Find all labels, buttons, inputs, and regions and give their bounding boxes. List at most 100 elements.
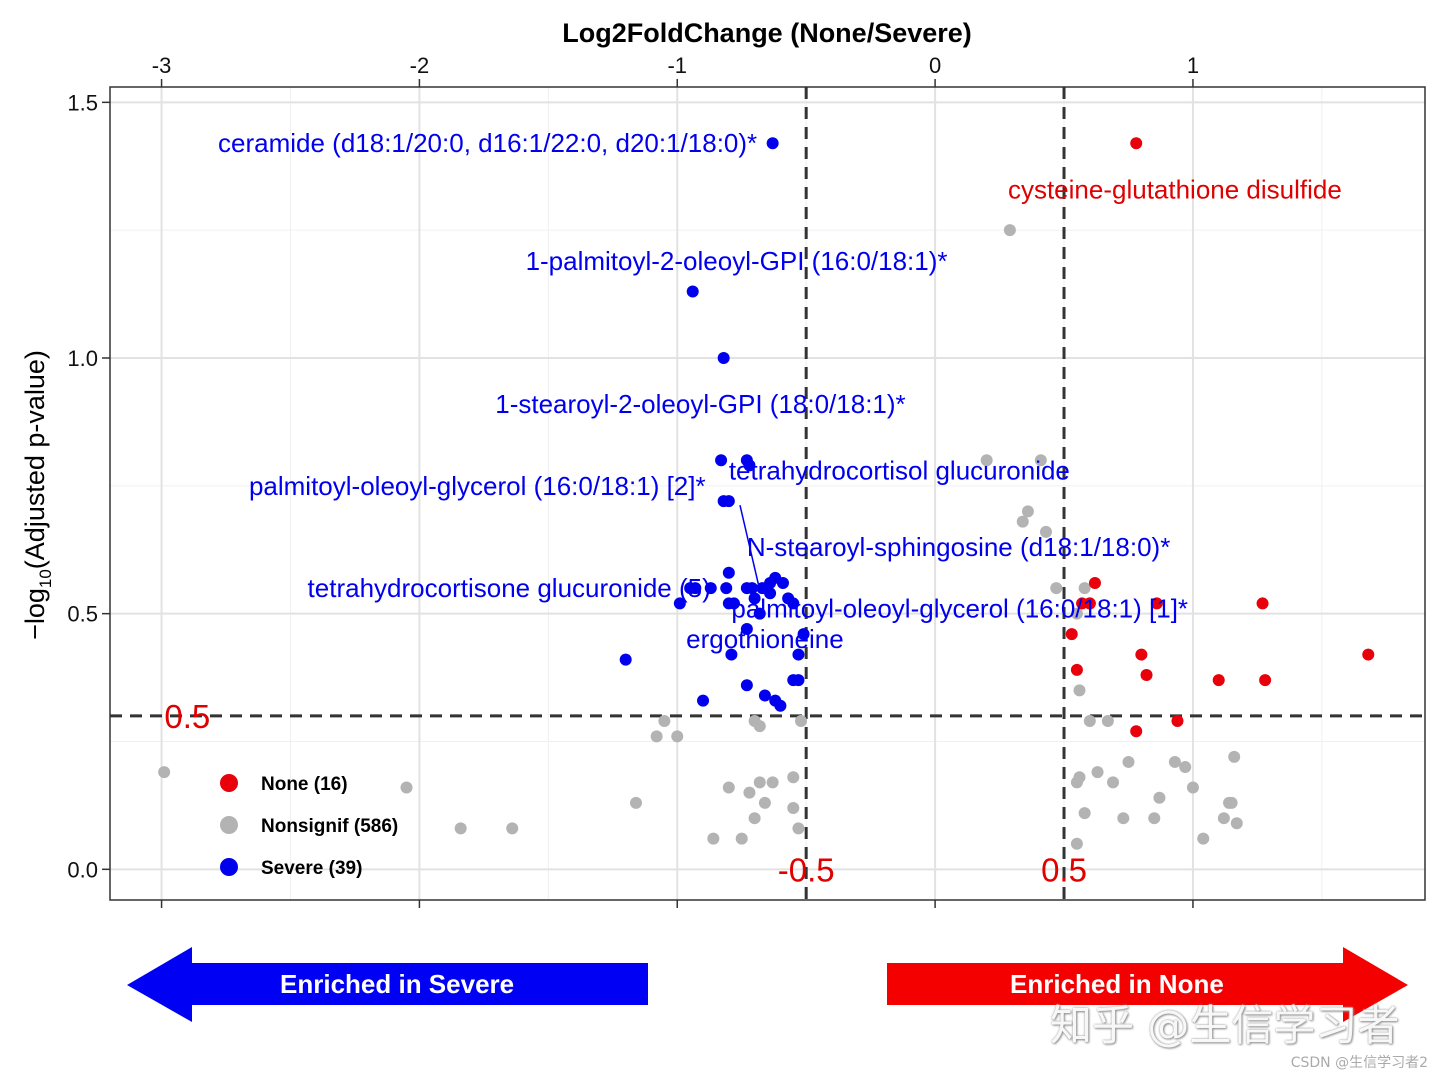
data-point-nonsignif (1050, 582, 1063, 595)
data-points (158, 137, 1375, 850)
data-point-nonsignif (1217, 812, 1230, 825)
data-point-nonsignif (1016, 515, 1029, 528)
data-point-severe (720, 582, 733, 595)
y-axis-title-subscript: 10 (36, 569, 55, 588)
data-point-nonsignif (1034, 454, 1047, 467)
data-point-nonsignif (753, 720, 766, 733)
arrow-enriched-severe (127, 947, 648, 1022)
threshold-label: -0.5 (778, 851, 835, 888)
data-point-nonsignif (1021, 505, 1034, 518)
data-point-nonsignif (1179, 761, 1192, 774)
annotation-label: palmitoyl-oleoyl-glycerol (16:0/18:1) [2… (249, 471, 706, 501)
data-point-nonsignif (707, 832, 720, 845)
data-point-nonsignif (1107, 776, 1120, 789)
data-point-none (1088, 576, 1101, 589)
data-point-severe (715, 454, 728, 467)
data-point-nonsignif (1168, 755, 1181, 768)
legend-marker (220, 858, 238, 876)
data-point-nonsignif (400, 781, 413, 794)
grid-lines (110, 87, 1425, 900)
data-point-severe (740, 623, 753, 635)
data-point-severe (689, 582, 702, 595)
annotation-label: ergothioneine (686, 624, 844, 654)
data-point-none (1171, 715, 1184, 728)
data-point-nonsignif (787, 771, 800, 784)
watermark-csdn: CSDN @生信学习者2 (1290, 1055, 1428, 1071)
data-point-severe (725, 648, 738, 661)
data-point-severe (758, 689, 771, 702)
data-point-severe (722, 566, 735, 579)
point-annotations: ceramide (d18:1/20:0, d16:1/22:0, d20:1/… (218, 128, 1342, 654)
legend-label: Nonsignif (586) (261, 816, 398, 837)
data-point-nonsignif (792, 822, 805, 835)
data-point-nonsignif (671, 730, 684, 743)
x-axis-title: Log2FoldChange (None/Severe) (562, 18, 972, 48)
data-point-none (1259, 674, 1272, 687)
data-point-severe (774, 699, 787, 712)
data-point-severe (769, 571, 782, 584)
data-point-nonsignif (753, 776, 766, 789)
data-point-none (1070, 663, 1083, 676)
legend-marker (220, 774, 238, 792)
data-point-nonsignif (1228, 750, 1241, 763)
data-point-none (1212, 674, 1225, 687)
data-point-nonsignif (1186, 781, 1199, 794)
data-point-none (1150, 597, 1163, 610)
annotation-label: tetrahydrocortisone glucuronide (5) (308, 573, 711, 603)
data-point-nonsignif (980, 454, 993, 467)
annotation-label: palmitoyl-oleoyl-glycerol (16:0/18:1) [1… (731, 594, 1188, 624)
data-point-nonsignif (1197, 832, 1210, 845)
y-tick-label: 1.0 (67, 346, 98, 371)
data-point-nonsignif (1223, 796, 1236, 809)
data-point-severe (792, 648, 805, 661)
data-point-severe (686, 285, 699, 298)
data-point-nonsignif (743, 786, 756, 799)
legend-marker (220, 816, 238, 834)
y-axis-title-prefix: −log (20, 588, 50, 640)
panel-border (109, 86, 1426, 901)
annotation-label: N-stearoyl-sphingosine (d18:1/18:0)* (747, 532, 1170, 562)
data-point-nonsignif (1039, 525, 1052, 538)
data-point-severe (746, 582, 759, 595)
data-point-none (1083, 597, 1096, 610)
data-point-severe (797, 628, 810, 641)
data-point-severe (619, 653, 632, 666)
data-point-nonsignif (1073, 684, 1086, 697)
x-tick-label: 1 (1187, 53, 1199, 78)
watermark-zhihu: 知乎 @生信学习者 (1050, 1001, 1400, 1050)
data-point-nonsignif (1083, 715, 1096, 728)
data-point-nonsignif (1073, 771, 1086, 784)
data-point-severe (743, 459, 756, 472)
data-point-nonsignif (722, 781, 735, 794)
data-point-nonsignif (787, 801, 800, 814)
threshold-label: 0.5 (1041, 851, 1087, 888)
data-point-nonsignif (758, 796, 771, 809)
data-point-nonsignif (1078, 807, 1091, 820)
data-point-nonsignif (748, 812, 761, 825)
data-point-nonsignif (1078, 582, 1091, 595)
x-tick-label: -2 (410, 53, 430, 78)
data-point-nonsignif (630, 796, 642, 809)
x-tick-label: 0 (929, 53, 941, 78)
y-tick-label: 0.0 (67, 857, 98, 882)
y-tick-label: 0.5 (67, 602, 98, 627)
data-point-nonsignif (735, 832, 748, 845)
data-point-none (1065, 628, 1078, 641)
data-point-nonsignif (650, 730, 663, 743)
data-point-nonsignif (766, 776, 779, 789)
data-point-nonsignif (1230, 817, 1243, 830)
data-point-severe (753, 607, 766, 620)
data-point-nonsignif (1148, 812, 1161, 825)
data-point-none (1130, 725, 1143, 738)
legend: None (16) Nonsignif (586) Severe (39) (220, 774, 398, 879)
data-point-severe (766, 137, 779, 150)
threshold-lines: -0.5 0.5 0.5 (110, 87, 1425, 900)
data-point-nonsignif (1101, 715, 1114, 728)
x-tick-label: -3 (152, 53, 172, 78)
data-point-severe (717, 495, 730, 508)
data-point-nonsignif (1091, 766, 1104, 779)
data-point-nonsignif (1117, 812, 1130, 825)
annotation-leader-line (739, 504, 761, 589)
data-point-severe (722, 597, 735, 610)
arrow-enriched-none (887, 947, 1408, 1022)
